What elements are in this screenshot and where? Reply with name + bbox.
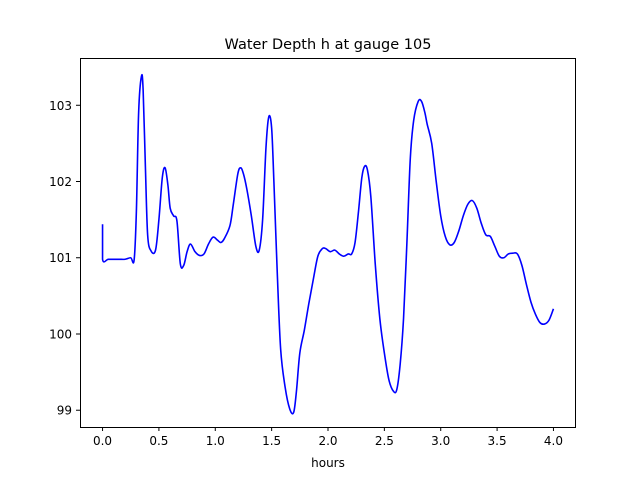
y-tick-label: 102 <box>49 175 72 189</box>
x-axis-label: hours <box>311 456 345 470</box>
x-tick-label: 4.0 <box>544 434 563 448</box>
y-tick-label: 101 <box>49 251 72 265</box>
x-tick-label: 2.0 <box>318 434 337 448</box>
x-tick-label: 0.0 <box>93 434 112 448</box>
plot-area <box>101 73 555 415</box>
x-tick-label: 1.5 <box>262 434 281 448</box>
chart-title: Water Depth h at gauge 105 <box>225 37 432 53</box>
x-tick-label: 0.5 <box>149 434 168 448</box>
x-tick-label: 3.5 <box>488 434 507 448</box>
x-tick-label: 2.5 <box>375 434 394 448</box>
plot-frame <box>80 58 576 428</box>
y-tick-label: 100 <box>49 327 72 341</box>
series-line-0 <box>101 73 555 415</box>
x-tick-label: 3.0 <box>431 434 450 448</box>
x-tick-label: 1.0 <box>206 434 225 448</box>
x-axis: 0.0 0.5 1.0 1.5 2.0 2.5 3.0 3.5 4.0 <box>93 427 563 448</box>
y-tick-label: 103 <box>49 99 72 113</box>
y-axis: 99 100 101 102 103 <box>49 99 80 418</box>
y-tick-label: 99 <box>57 404 72 418</box>
